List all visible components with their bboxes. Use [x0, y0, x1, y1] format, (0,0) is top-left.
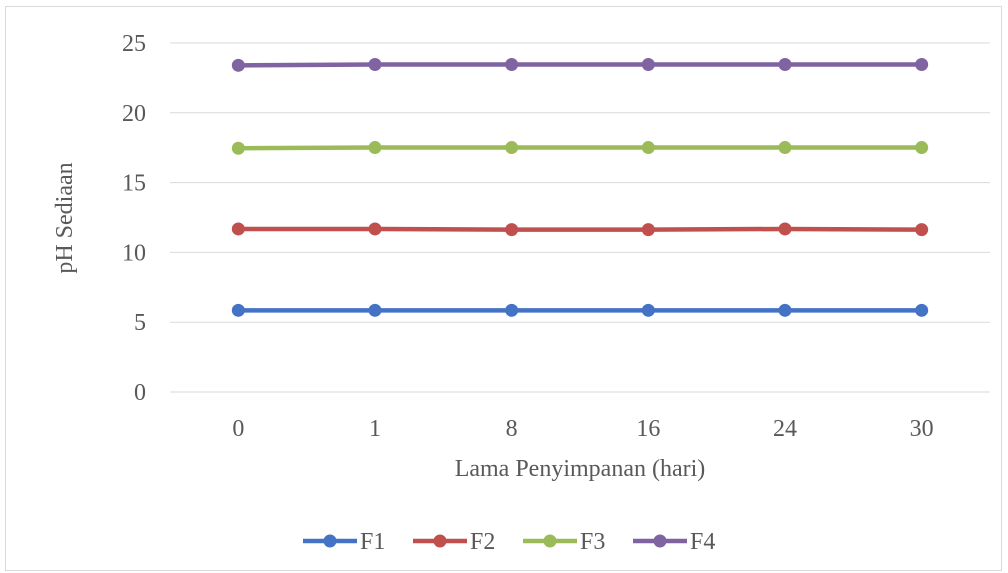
x-tick-label: 1 — [369, 416, 381, 442]
x-axis-ticks: 0 1 8 16 24 30 — [232, 416, 933, 442]
series-group — [231, 57, 929, 317]
data-point-f4 — [915, 57, 929, 71]
legend-label: F1 — [360, 529, 385, 555]
data-point-f3 — [778, 141, 792, 155]
data-point-f3 — [505, 141, 519, 155]
y-tick-label: 20 — [122, 101, 146, 127]
data-point-f4 — [368, 57, 382, 71]
legend-swatch-marker — [433, 534, 447, 548]
legend-label: F2 — [470, 529, 495, 555]
data-point-f4 — [641, 57, 655, 71]
data-point-f2 — [641, 223, 655, 237]
y-axis-title: pH Sediaan — [52, 162, 78, 273]
legend-swatch-marker — [653, 534, 667, 548]
legend-swatch-marker — [543, 534, 557, 548]
chart-frame — [5, 6, 1002, 571]
legend: F1 F2 F3 F4 — [303, 529, 715, 555]
data-point-f4 — [505, 57, 519, 71]
series-line-f3 — [236, 145, 924, 151]
y-tick-label: 5 — [134, 310, 146, 336]
data-point-f4 — [778, 57, 792, 71]
data-point-f3 — [231, 141, 245, 155]
data-point-f1 — [231, 303, 245, 317]
y-tick-label: 25 — [122, 31, 146, 57]
legend-label: F4 — [690, 529, 715, 555]
data-point-f1 — [915, 303, 929, 317]
legend-label: F3 — [580, 529, 605, 555]
legend-swatch-marker — [323, 534, 337, 548]
series-line-f4 — [236, 62, 924, 68]
data-point-f1 — [368, 303, 382, 317]
x-tick-label: 0 — [232, 416, 244, 442]
y-tick-label: 0 — [134, 380, 146, 406]
x-tick-label: 16 — [636, 416, 660, 442]
x-tick-label: 8 — [506, 416, 518, 442]
data-point-f2 — [231, 222, 245, 236]
data-point-f3 — [915, 141, 929, 155]
x-tick-label: 30 — [910, 416, 934, 442]
x-axis-title: Lama Penyimpanan (hari) — [455, 456, 706, 482]
data-point-f1 — [778, 303, 792, 317]
data-point-f3 — [368, 141, 382, 155]
series-line-f2 — [236, 226, 924, 232]
data-point-f1 — [505, 303, 519, 317]
data-point-f2 — [915, 223, 929, 237]
data-point-f4 — [231, 58, 245, 72]
x-tick-label: 24 — [773, 416, 797, 442]
data-point-f3 — [641, 141, 655, 155]
data-point-f2 — [368, 222, 382, 236]
y-axis-ticks: 0 5 10 15 20 25 — [122, 31, 146, 406]
data-point-f1 — [641, 303, 655, 317]
gridlines — [170, 42, 990, 393]
y-tick-label: 10 — [122, 240, 146, 266]
y-tick-label: 15 — [122, 171, 146, 197]
data-point-f2 — [505, 223, 519, 237]
data-point-f2 — [778, 222, 792, 236]
